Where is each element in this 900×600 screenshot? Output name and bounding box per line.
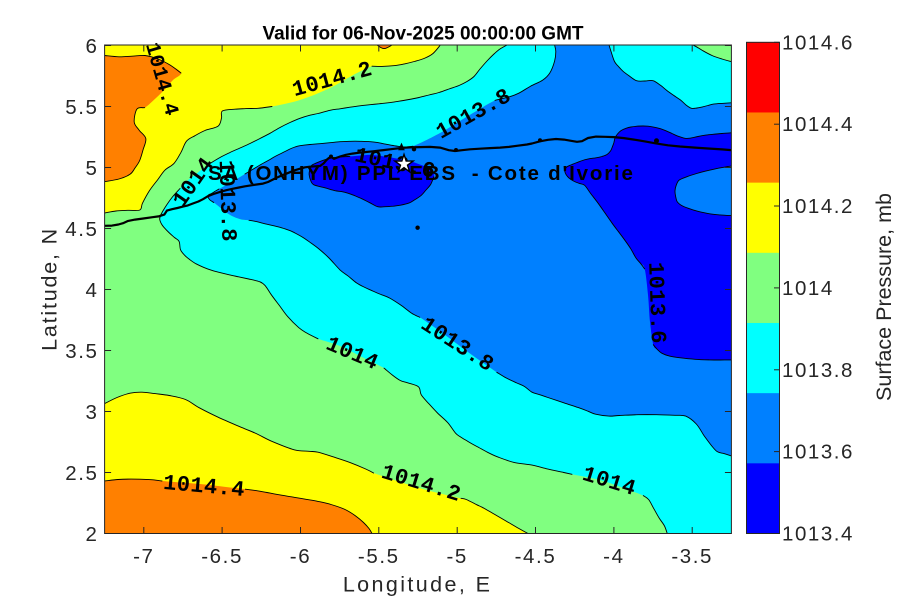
svg-text:1014.6: 1014.6 [782, 31, 854, 54]
svg-text:1014.2: 1014.2 [782, 195, 854, 218]
svg-text:5: 5 [85, 157, 98, 180]
svg-text:-6: -6 [290, 545, 311, 568]
svg-text:-6.5: -6.5 [201, 545, 243, 568]
svg-text:-5.5: -5.5 [358, 545, 400, 568]
svg-text:-3.5: -3.5 [671, 545, 713, 568]
svg-text:4.5: 4.5 [65, 218, 98, 241]
svg-text:1014.4: 1014.4 [782, 113, 854, 136]
svg-text:Surface Pressure, mb: Surface Pressure, mb [872, 193, 896, 401]
svg-text:-5: -5 [446, 545, 467, 568]
svg-text:1013.6: 1013.6 [642, 262, 670, 345]
svg-text:Longitude, E: Longitude, E [343, 573, 493, 597]
svg-text:-4.5: -4.5 [515, 545, 557, 568]
svg-text:1013.6: 1013.6 [782, 441, 854, 464]
svg-text:4: 4 [85, 279, 98, 302]
svg-text:1013.4: 1013.4 [782, 523, 854, 546]
svg-text:Latitude, N: Latitude, N [38, 227, 62, 351]
svg-text:3.5: 3.5 [65, 340, 98, 363]
svg-text:1013.8: 1013.8 [213, 160, 241, 243]
svg-text:1014: 1014 [782, 277, 834, 300]
svg-text:Valid for 06-Nov-2025 00:00:00: Valid for 06-Nov-2025 00:00:00 GMT [262, 24, 583, 45]
svg-text:SA (ONHYM) PPL EBS - Cote d'I: SA (ONHYM) PPL EBS - Cote d'Ivorie [208, 162, 635, 185]
svg-text:1013.8: 1013.8 [782, 359, 854, 382]
svg-text:-4: -4 [603, 545, 624, 568]
svg-text:2.5: 2.5 [65, 462, 98, 485]
svg-text:-7: -7 [133, 545, 154, 568]
svg-text:6: 6 [85, 35, 98, 58]
svg-text:2: 2 [85, 523, 98, 546]
svg-text:3: 3 [85, 401, 98, 424]
svg-text:5.5: 5.5 [65, 96, 98, 119]
